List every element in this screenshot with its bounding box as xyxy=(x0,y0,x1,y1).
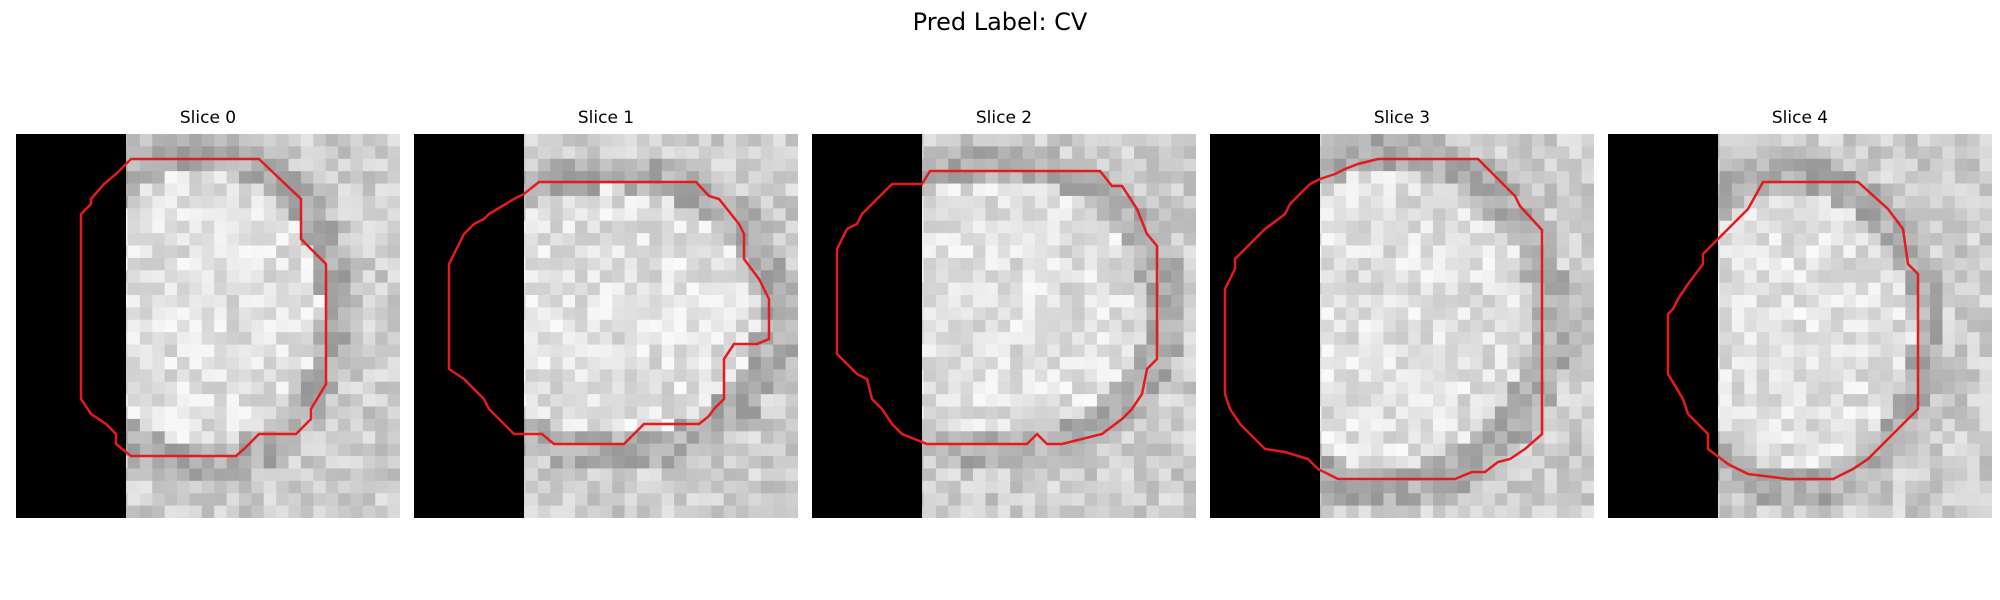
mask-region xyxy=(414,134,524,518)
slice-title: Slice 1 xyxy=(577,108,635,128)
mask-region xyxy=(1608,134,1718,518)
slice-image xyxy=(1608,134,1992,518)
slice-title: Slice 3 xyxy=(1373,108,1431,128)
mask-region xyxy=(1210,134,1320,518)
slice-image xyxy=(414,134,798,518)
figure-title: Pred Label: CV xyxy=(912,8,1088,36)
segmentation-contour xyxy=(447,180,771,446)
segmentation-contour xyxy=(79,157,328,458)
slice-title: Slice 4 xyxy=(1771,108,1829,128)
mask-region xyxy=(16,134,126,518)
segmentation-contour xyxy=(1666,180,1920,481)
slice-image xyxy=(16,134,400,518)
slice-title: Slice 2 xyxy=(975,108,1033,128)
slice-image xyxy=(1210,134,1594,518)
segmentation-contour xyxy=(1223,157,1544,481)
slice-title: Slice 0 xyxy=(179,108,237,128)
mask-region xyxy=(812,134,922,518)
slice-image xyxy=(812,134,1196,518)
segmentation-contour xyxy=(835,169,1159,446)
